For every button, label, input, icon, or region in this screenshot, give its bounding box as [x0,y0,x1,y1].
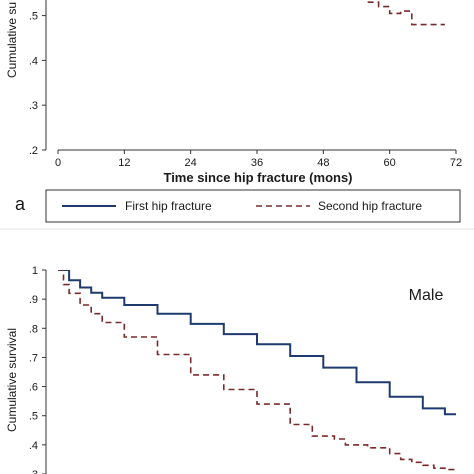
x-tick-label: 0 [55,157,61,169]
y-tick-label: 1 [32,265,38,277]
y-tick-label: .8 [29,323,38,335]
y-tick-label: .4 [29,440,38,452]
y-axis-label-panel-a: Cumulative su [5,2,19,78]
survival-chart-panel-a: Cumulative su .2 .3 .4 .5 0 12 24 36 48 60 72 Tim… [5,0,462,223]
x-tick-label: 12 [118,157,130,169]
y-tick-label: .7 [29,352,38,364]
y-tick-label: .5 [29,11,38,23]
y-axis-label-panel-b: Cumulative survival [5,328,19,432]
legend-label-first-hip-fracture: First hip fracture [125,199,212,213]
panel-gap [0,228,474,230]
series-line-second-hip-fracture [58,270,456,471]
legend-panel-a: First hip fracture Second hip fracture [45,189,461,223]
x-tick-label: 60 [384,157,396,169]
legend-label-second-hip-fracture: Second hip fracture [318,199,422,213]
series-line-second-hip-fracture [366,0,445,26]
y-tick-label: .3 [29,100,38,112]
survival-chart-panel-b-male: Cumulative survival Male 1 .9 .8 .7 .6 .5 .4 .3 [5,265,456,474]
series-line-first-hip-fracture [58,270,456,416]
y-tick-label: .2 [29,145,38,157]
x-tick-label: 36 [251,157,263,169]
y-tick-label: .5 [29,411,38,423]
panel-title-male: Male [409,287,444,304]
panel-label-a: a [15,194,26,214]
x-tick-label: 48 [317,157,329,169]
x-tick-label: 72 [450,157,462,169]
x-axis-title-panel-a: Time since hip fracture (mons) [163,170,352,185]
y-tick-label: .9 [29,294,38,306]
y-tick-label: .3 [29,469,38,474]
y-tick-label: .4 [29,55,38,67]
x-tick-label: 24 [185,157,197,169]
y-tick-label: .6 [29,382,38,394]
